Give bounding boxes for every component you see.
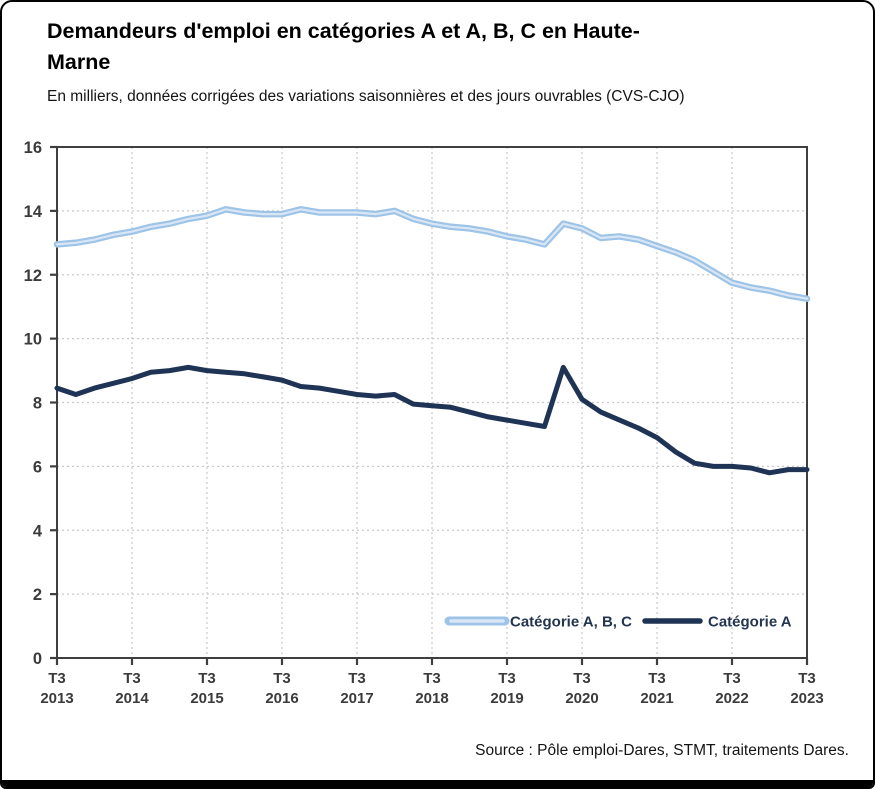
y-axis-tick-label: 10 [24,331,42,349]
x-axis-tick-year: 2013 [40,690,73,707]
x-axis-tick-quarter: T3 [573,670,591,687]
x-axis-tick-quarter: T3 [798,670,816,687]
x-axis-tick-quarter: T3 [648,670,666,687]
x-axis-tick-quarter: T3 [198,670,216,687]
x-axis-tick-year: 2014 [115,690,149,707]
x-axis-tick-year: 2023 [790,690,823,707]
series-line-highlight [55,208,809,300]
legend-label-categorie-abc: Catégorie A, B, C [510,614,632,631]
y-axis-tick-label: 12 [24,267,42,285]
x-axis-tick-year: 2020 [565,690,598,707]
bottom-border-bar [2,780,873,787]
x-axis-tick-year: 2018 [415,690,448,707]
x-axis-tick-year: 2021 [640,690,673,707]
chart-title-line2: Marne [47,50,111,74]
x-axis-tick-quarter: T3 [498,670,516,687]
chart-subtitle: En milliers, données corrigées des varia… [47,88,685,105]
x-axis-tick-quarter: T3 [348,670,366,687]
x-axis-tick-quarter: T3 [123,670,141,687]
y-axis-tick-label: 14 [24,203,43,221]
x-axis-tick-year: 2022 [715,690,748,707]
y-axis-tick-label: 16 [24,139,42,157]
legend-label-categorie-a: Catégorie A [708,614,792,631]
x-axis-tick-year: 2017 [340,690,373,707]
y-axis-tick-label: 0 [33,650,42,668]
y-axis-tick-label: 2 [33,586,42,604]
x-axis-tick-quarter: T3 [273,670,291,687]
x-axis-tick-quarter: T3 [423,670,441,687]
y-axis-tick-label: 4 [33,522,43,540]
x-axis-tick-year: 2016 [265,690,298,707]
source-note: Source : Pôle emploi-Dares, STMT, traite… [475,742,849,759]
x-axis-tick-year: 2019 [490,690,523,707]
x-axis-tick-quarter: T3 [48,670,66,687]
x-axis-tick-quarter: T3 [723,670,741,687]
y-axis-tick-label: 6 [33,458,42,476]
chart-title-line1: Demandeurs d'emploi en catégories A et A… [47,19,640,43]
y-axis-tick-label: 8 [33,395,42,413]
x-axis-tick-year: 2015 [190,690,223,707]
chart-title: Demandeurs d'emploi en catégories A et A… [47,16,837,78]
series-line-categorie-a [54,364,810,476]
